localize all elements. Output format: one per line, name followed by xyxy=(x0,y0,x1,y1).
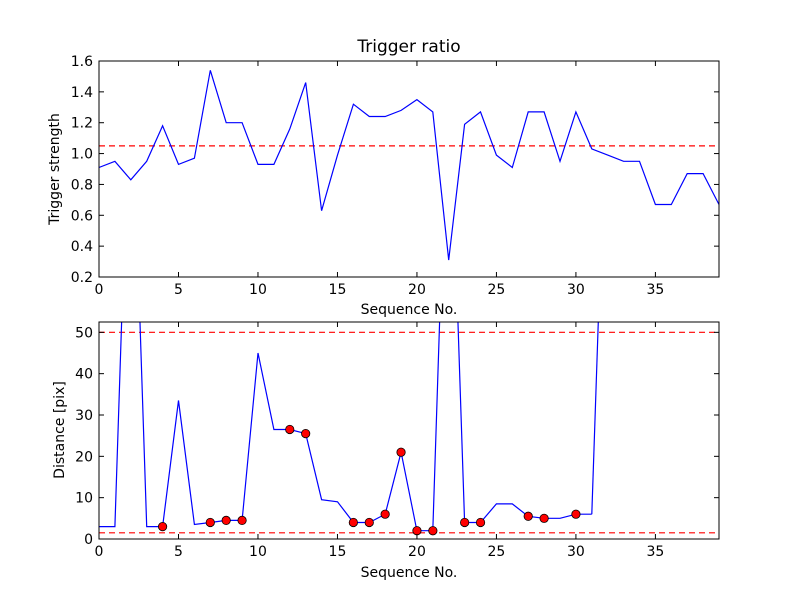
y-tick-label: 1.4 xyxy=(71,85,93,101)
y-tick-label: 1.2 xyxy=(71,116,93,132)
x-tick-label: 20 xyxy=(408,282,426,298)
axes-frame xyxy=(98,60,720,278)
x-tick-label: 30 xyxy=(567,282,585,298)
x-tick-label: 25 xyxy=(488,544,506,560)
y-tick-label: 50 xyxy=(75,325,93,341)
data-point-marker xyxy=(460,517,470,528)
data-point-marker xyxy=(237,515,247,526)
data-point-marker xyxy=(539,513,549,523)
chart-title: Trigger ratio xyxy=(356,37,460,57)
data-point-marker xyxy=(285,424,295,435)
x-axis-label: Sequence No. xyxy=(361,565,458,581)
x-tick-label: 0 xyxy=(95,544,104,560)
data-point-marker xyxy=(301,428,311,439)
series-line xyxy=(99,70,719,261)
x-axis-label: Sequence No. xyxy=(361,302,458,318)
data-point-marker xyxy=(428,526,438,536)
y-tick-label: 40 xyxy=(75,367,93,383)
x-tick-label: 5 xyxy=(174,282,183,298)
x-tick-label: 0 xyxy=(95,282,104,298)
data-point-marker xyxy=(523,511,533,521)
x-tick-label: 35 xyxy=(646,544,664,560)
x-tick-label: 5 xyxy=(174,544,183,560)
distance-chart: Sequence No. Distance [pix] 0 5 10 15 20 25 30… xyxy=(52,321,720,581)
data-point-marker xyxy=(221,515,231,526)
series-line xyxy=(591,322,599,515)
trigger-ratio-chart: Trigger ratio Sequence No. Trigger stren… xyxy=(47,37,720,318)
y-tick-label: 30 xyxy=(75,408,93,424)
axes-frame xyxy=(98,321,720,540)
plot-area xyxy=(99,70,719,261)
series-line xyxy=(99,322,592,532)
data-point-marker xyxy=(157,521,168,532)
data-point-marker xyxy=(380,509,390,519)
y-tick-label: 1.6 xyxy=(71,54,93,70)
y-tick-label: 20 xyxy=(75,449,93,465)
x-tick-label: 35 xyxy=(646,282,664,298)
data-point-marker xyxy=(412,526,422,536)
x-tick-label: 30 xyxy=(567,544,585,560)
x-tick-label: 25 xyxy=(488,282,506,298)
y-tick-label: 10 xyxy=(75,491,93,507)
y-axis-label: Distance [pix] xyxy=(52,381,68,479)
data-point-marker xyxy=(348,517,358,528)
data-point-marker xyxy=(205,517,215,528)
x-tick-label: 10 xyxy=(249,544,267,560)
x-tick-label: 10 xyxy=(249,282,267,298)
y-tick-label: 0.8 xyxy=(71,177,93,193)
y-tick-label: 0.2 xyxy=(71,270,93,286)
data-point-marker xyxy=(396,447,406,457)
data-point-marker xyxy=(571,509,581,519)
y-tick-label: 0 xyxy=(84,532,93,548)
x-tick-label: 15 xyxy=(329,544,347,560)
x-tick-label: 15 xyxy=(329,282,347,298)
data-point-marker xyxy=(364,517,374,528)
y-tick-label: 1.0 xyxy=(71,147,93,163)
data-point-marker xyxy=(475,517,486,528)
plot-area xyxy=(99,322,719,536)
y-axis-label: Trigger strength xyxy=(47,113,63,226)
x-tick-label: 20 xyxy=(408,544,426,560)
y-tick-label: 0.6 xyxy=(71,208,93,224)
y-tick-label: 0.4 xyxy=(71,239,93,255)
